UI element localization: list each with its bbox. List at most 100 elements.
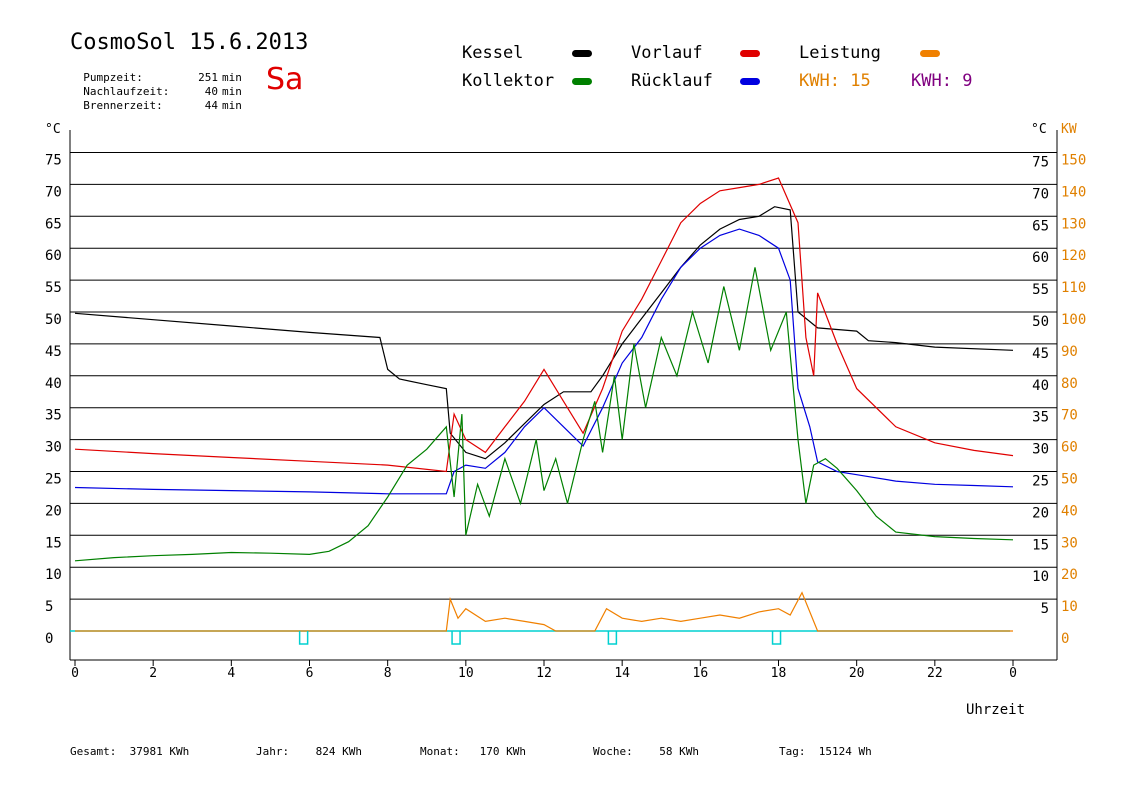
stat-unit: min bbox=[222, 99, 242, 112]
stat-value: 40 bbox=[204, 85, 218, 98]
y-tick-label-right: 40 bbox=[1032, 378, 1049, 394]
x-tick-label: 22 bbox=[927, 666, 943, 681]
kw-tick-label: 70 bbox=[1061, 408, 1078, 424]
legend-kessel-label: Kessel bbox=[462, 43, 524, 63]
pump-marker bbox=[607, 631, 618, 645]
legend-vorlauf-swatch bbox=[740, 50, 760, 57]
chart-title: CosmoSol 15.6.2013 bbox=[70, 30, 309, 55]
series-line-kessel bbox=[74, 206, 1014, 460]
stat-value: 251 bbox=[198, 71, 218, 84]
stat-label: Brennerzeit: bbox=[83, 99, 163, 112]
kw-tick-label: 110 bbox=[1061, 280, 1086, 296]
series-line-vorlauf bbox=[74, 177, 1014, 473]
x-tick-label: 0 bbox=[1009, 666, 1017, 681]
y-tick-label-left: 65 bbox=[45, 216, 62, 232]
y-tick-label-right: 45 bbox=[1032, 346, 1049, 362]
x-tick-label: 4 bbox=[227, 666, 235, 681]
x-tick-label: 8 bbox=[384, 666, 392, 681]
footer-tag: Tag: 15124 Wh bbox=[779, 745, 872, 758]
y-tick-label-left: 5 bbox=[45, 599, 53, 615]
legend-ruecklauf-label: Rücklauf bbox=[631, 71, 713, 91]
footer-label: Tag: bbox=[779, 745, 806, 758]
y-tick-label-left: 70 bbox=[45, 184, 62, 200]
footer-label: Gesamt: bbox=[70, 745, 117, 758]
legend-kollektor-swatch bbox=[572, 78, 592, 85]
y-tick-label-left: 20 bbox=[45, 503, 62, 519]
legend-kwh2: KWH: 9 bbox=[911, 71, 972, 91]
footer-gesamt: Gesamt: 37981 KWh bbox=[70, 745, 189, 758]
stat-unit: min bbox=[222, 71, 242, 84]
x-axis-label: Uhrzeit bbox=[966, 702, 1025, 718]
y-tick-label-left: 40 bbox=[45, 376, 62, 392]
kw-tick-label: 130 bbox=[1061, 216, 1086, 232]
y-tick-label-right: 15 bbox=[1032, 537, 1049, 553]
stat-value: 44 bbox=[204, 99, 218, 112]
x-tick-label: 6 bbox=[306, 666, 314, 681]
kwh1-value: 15 bbox=[850, 71, 871, 91]
y-tick-label-right: 5 bbox=[1041, 601, 1049, 617]
series-line-rcklauf bbox=[74, 228, 1014, 495]
kw-tick-label: 60 bbox=[1061, 440, 1078, 456]
stat-label: Nachlaufzeit: bbox=[83, 85, 170, 98]
y-tick-label-left: 25 bbox=[45, 472, 62, 488]
weekday-label: Sa bbox=[266, 62, 304, 97]
x-tick-label: 12 bbox=[536, 666, 552, 681]
kw-tick-label: 50 bbox=[1061, 472, 1078, 488]
y-tick-label-right: 35 bbox=[1032, 410, 1049, 426]
kw-tick-label: 30 bbox=[1061, 535, 1078, 551]
y-tick-label-right: 30 bbox=[1032, 442, 1049, 458]
series-line-leistung bbox=[75, 591, 1013, 632]
footer-label: Jahr: bbox=[256, 745, 290, 758]
x-tick-label: 16 bbox=[693, 666, 709, 681]
kw-tick-label: 90 bbox=[1061, 344, 1078, 360]
footer-monat: Monat: 170 KWh bbox=[420, 745, 526, 758]
legend-leistung-label: Leistung bbox=[799, 43, 881, 63]
y-tick-label-left: 45 bbox=[45, 344, 62, 360]
y-tick-label-right: 20 bbox=[1032, 505, 1049, 521]
footer-value: 37981 KWh bbox=[129, 745, 190, 758]
axes bbox=[69, 130, 1058, 666]
y-tick-label-left: 50 bbox=[45, 312, 62, 328]
x-tick-label: 2 bbox=[149, 666, 157, 681]
kw-tick-label: 0 bbox=[1061, 631, 1069, 647]
legend-vorlauf-label: Vorlauf bbox=[631, 43, 703, 63]
axis-labels: 0 2 4 6 8 10 12 14 16 18 20 22 005101520253035404550… bbox=[45, 122, 1086, 718]
y-tick-label-left: 30 bbox=[45, 440, 62, 456]
y-tick-label-right: 55 bbox=[1032, 282, 1049, 298]
legend-kwh1: KWH: 15 bbox=[799, 71, 871, 91]
y-tick-label-right: 60 bbox=[1032, 250, 1049, 266]
pump-marker bbox=[771, 631, 782, 645]
grid bbox=[70, 152, 1057, 600]
footer-label: Monat: bbox=[420, 745, 460, 758]
legend-leistung-swatch bbox=[920, 50, 940, 57]
y-tick-label-right: 65 bbox=[1032, 218, 1049, 234]
series-lines bbox=[74, 177, 1014, 645]
footer-value: 824 KWh bbox=[315, 745, 362, 758]
stat-pumpzeit: Pumpzeit: 251 min bbox=[70, 58, 242, 84]
x-tick-label: 0 bbox=[71, 666, 79, 681]
legend-ruecklauf-swatch bbox=[740, 78, 760, 85]
kw-tick-label: 150 bbox=[1061, 153, 1086, 169]
x-tick-label: 18 bbox=[771, 666, 787, 681]
kwh2-value: 9 bbox=[962, 71, 973, 91]
y-tick-label-left: 10 bbox=[45, 567, 62, 583]
y-tick-label-left: 15 bbox=[45, 535, 62, 551]
y-tick-label-left: 0 bbox=[45, 631, 53, 647]
footer-value: 58 KWh bbox=[659, 745, 699, 758]
kw-tick-label: 40 bbox=[1061, 503, 1078, 519]
footer-value: 170 KWh bbox=[479, 745, 526, 758]
kwh2-label: KWH: bbox=[911, 71, 952, 91]
legend-kessel-swatch bbox=[572, 50, 592, 57]
y-tick-label-left: 60 bbox=[45, 248, 62, 264]
y-tick-label-right: 10 bbox=[1032, 569, 1049, 585]
y-tick-label-right: 70 bbox=[1032, 186, 1049, 202]
kw-tick-label: 80 bbox=[1061, 376, 1078, 392]
kw-tick-label: 100 bbox=[1061, 312, 1086, 328]
y-tick-label-left: 75 bbox=[45, 153, 62, 169]
legend-kollektor-label: Kollektor bbox=[462, 71, 555, 91]
footer-jahr: Jahr: 824 KWh bbox=[256, 745, 362, 758]
footer-woche: Woche: 58 KWh bbox=[593, 745, 699, 758]
footer-label: Woche: bbox=[593, 745, 633, 758]
y-tick-label-right: 50 bbox=[1032, 314, 1049, 330]
